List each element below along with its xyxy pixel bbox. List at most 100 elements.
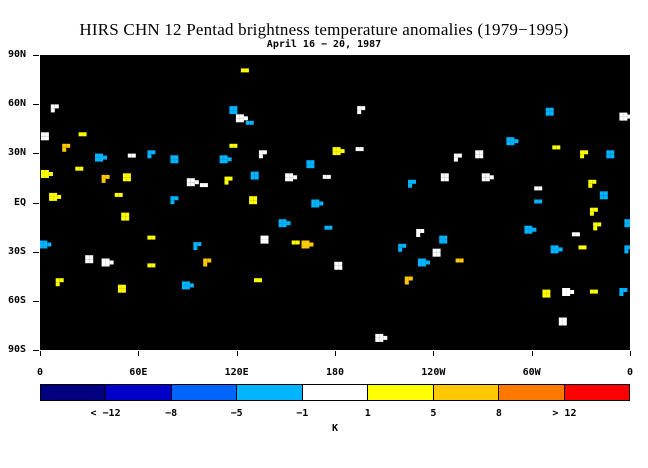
- anomaly-patch: [425, 260, 430, 265]
- anomaly-patch: [624, 245, 629, 250]
- colorbar-segment: [170, 385, 237, 400]
- anomaly-patch: [624, 219, 629, 224]
- anomaly-patch: [599, 195, 604, 200]
- anomaly-patch: [542, 289, 547, 294]
- anomaly-patch: [40, 244, 44, 249]
- anomaly-patch: [562, 321, 567, 326]
- longitude-tick: [531, 351, 533, 356]
- anomaly-patch: [121, 284, 126, 289]
- anomaly-patch: [126, 177, 131, 182]
- anomaly-patch: [606, 154, 611, 159]
- longitude-tick: [138, 351, 140, 356]
- anomaly-patch: [510, 141, 515, 146]
- anomaly-patch: [589, 207, 594, 212]
- anomaly-patch: [85, 255, 90, 260]
- anomaly-patch: [489, 175, 494, 180]
- anomaly-patch: [310, 164, 315, 169]
- anomaly-patch: [254, 171, 259, 176]
- colorbar-label: −8: [165, 408, 178, 419]
- anomaly-patch: [207, 258, 212, 263]
- anomaly-patch: [131, 153, 136, 158]
- anomaly-patch: [439, 235, 444, 240]
- anomaly-patch: [379, 337, 384, 342]
- anomaly-patch: [506, 137, 511, 142]
- anomaly-patch: [190, 182, 195, 187]
- anomaly-patch: [229, 106, 234, 111]
- anomaly-patch: [249, 196, 254, 201]
- anomaly-patch: [589, 289, 594, 294]
- anomaly-patch: [375, 333, 380, 338]
- longitude-label: 60W: [522, 367, 541, 378]
- anomaly-patch: [229, 110, 234, 115]
- anomaly-patch: [562, 288, 567, 292]
- anomaly-patch: [404, 276, 409, 281]
- anomaly-patch: [249, 200, 254, 205]
- latitude-label: EQ: [13, 196, 26, 208]
- anomaly-patch: [199, 183, 204, 188]
- anomaly-patch: [203, 183, 208, 188]
- colorbar-label: > 12: [552, 408, 577, 419]
- anomaly-patch: [619, 116, 624, 121]
- anomaly-patch: [40, 174, 45, 178]
- anomaly-patch: [593, 289, 598, 294]
- anomaly-patch: [75, 166, 80, 171]
- anomaly-patch: [310, 160, 315, 165]
- anomaly-patch: [440, 177, 445, 182]
- anomaly-patch: [566, 292, 571, 296]
- anomaly-patch: [224, 176, 229, 181]
- latitude-label: 30N: [7, 147, 26, 159]
- anomaly-patch: [628, 245, 630, 250]
- anomaly-patch: [99, 153, 103, 158]
- anomaly-patch: [295, 240, 300, 245]
- anomaly-patch: [538, 199, 543, 204]
- colorbar-unit: K: [331, 423, 339, 434]
- longitude-label: 0: [626, 367, 634, 378]
- longitude-label: 120E: [224, 367, 249, 378]
- anomaly-patch: [562, 292, 567, 296]
- anomaly-patch: [311, 203, 316, 208]
- anomaly-patch: [623, 112, 628, 117]
- latitude-tick: [33, 153, 39, 155]
- anomaly-patch: [432, 252, 437, 257]
- longitude-label: 0: [36, 367, 44, 378]
- anomaly-patch: [85, 259, 90, 264]
- anomaly-patch: [357, 106, 362, 111]
- anomaly-patch: [235, 118, 240, 123]
- colorbar-segment: [563, 385, 629, 400]
- anomaly-patch: [78, 132, 83, 137]
- anomaly-patch: [593, 226, 598, 231]
- anomaly-patch: [44, 136, 49, 141]
- anomaly-patch: [550, 245, 555, 250]
- anomaly-patch: [436, 248, 441, 253]
- anomaly-patch: [44, 174, 49, 178]
- anomaly-patch: [453, 153, 458, 158]
- anomaly-patch: [328, 225, 333, 230]
- longitude-tick: [236, 351, 238, 356]
- anomaly-patch: [514, 139, 519, 144]
- anomaly-patch: [524, 229, 529, 234]
- anomaly-patch: [584, 150, 589, 155]
- latitude-tick: [33, 300, 39, 302]
- anomaly-patch: [444, 177, 449, 182]
- anomaly-patch: [229, 143, 234, 148]
- anomaly-patch: [282, 223, 287, 228]
- anomaly-patch: [253, 200, 258, 205]
- anomaly-patch: [254, 175, 259, 180]
- anomaly-patch: [355, 147, 360, 152]
- anomaly-patch: [578, 245, 583, 250]
- anomaly-patch: [223, 155, 228, 160]
- latitude-tick: [33, 350, 39, 351]
- anomaly-patch: [301, 240, 306, 245]
- anomaly-patch: [95, 153, 99, 158]
- anomaly-patch: [197, 242, 202, 247]
- anomaly-patch: [55, 278, 60, 283]
- anomaly-patch: [528, 225, 533, 230]
- anomaly-patch: [416, 229, 421, 233]
- anomaly-patch: [485, 173, 490, 178]
- anomaly-patch: [324, 225, 329, 230]
- anomaly-patch: [54, 104, 59, 109]
- anomaly-patch: [479, 154, 484, 159]
- anomaly-patch: [340, 149, 345, 154]
- anomaly-patch: [359, 147, 364, 152]
- anomaly-patch: [402, 243, 407, 248]
